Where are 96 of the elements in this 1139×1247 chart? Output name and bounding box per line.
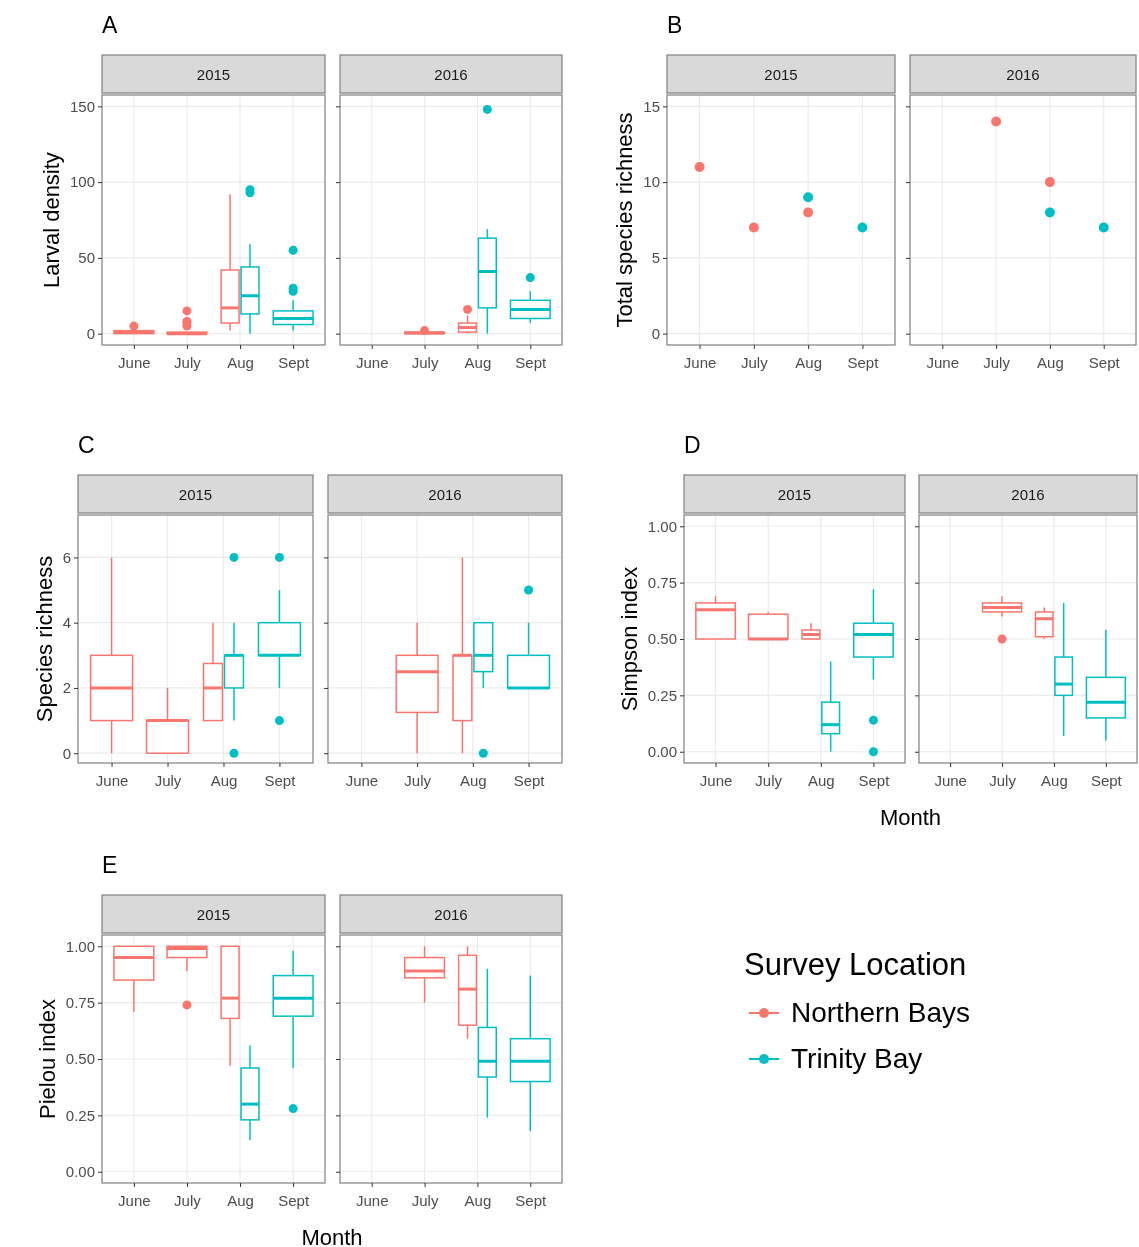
y-tick-label: 2 [62, 679, 71, 697]
x-tick-label: Aug [460, 771, 487, 789]
y-axis-title: Simpson index [616, 566, 642, 712]
x-tick-label: Sept [264, 771, 297, 789]
x-tick-label: June [926, 353, 960, 371]
chart-title: 2016 [1011, 486, 1045, 503]
point [694, 161, 705, 172]
text: C [78, 432, 95, 458]
x-tick-label: Sept [278, 1191, 310, 1209]
x-tick-label: Sept [858, 771, 891, 789]
point [857, 222, 868, 233]
y-tick-label: 0.75 [65, 993, 95, 1011]
x-tick-label: Sept [278, 353, 310, 371]
x-tick-label: July [989, 771, 1017, 789]
x-tick-label: Aug [1037, 353, 1064, 371]
x-tick-label: Sept [515, 353, 548, 371]
text: B [667, 12, 683, 38]
x-tick-label: Aug [795, 353, 822, 371]
x-tick-label: July [404, 771, 432, 789]
x-tick-label: Aug [227, 353, 254, 371]
legend-label: Trinity Bay [791, 1043, 923, 1074]
x-tick-label: Sept [513, 771, 546, 789]
x-tick-label: Aug [464, 1191, 492, 1209]
y-tick-label: 0 [651, 324, 660, 342]
chart-title: 2015 [777, 486, 812, 503]
y-axis-title: Total species richness [612, 112, 638, 328]
y-tick-label: 50 [78, 249, 95, 267]
y-tick-label: 1.00 [647, 517, 677, 535]
point [803, 192, 814, 203]
x-tick-label: Sept [1090, 771, 1123, 789]
y-tick-label: 4 [62, 613, 71, 631]
chart-title: 2016 [1006, 66, 1040, 83]
x-tick-label: Aug [807, 771, 835, 789]
x-tick-label: June [355, 353, 389, 371]
x-tick-label: July [174, 1191, 202, 1209]
text: A [102, 12, 118, 38]
x-tick-label: July [983, 353, 1011, 371]
legend-title: Survey Location [744, 947, 967, 982]
x-tick-label: Sept [515, 1191, 548, 1209]
x-tick-label: June [95, 771, 129, 789]
x-tick-label: Aug [464, 353, 492, 371]
point [1098, 222, 1109, 233]
y-tick-label: 0 [62, 744, 71, 762]
x-tick-label: June [345, 771, 379, 789]
x-tick-label: July [755, 771, 783, 789]
x-tick-label: Aug [227, 1191, 254, 1209]
y-tick-label: 10 [643, 173, 660, 191]
y-tick-label: 6 [62, 548, 71, 566]
x-tick-label: July [174, 353, 202, 371]
chart-title: 2015 [196, 906, 231, 923]
y-tick-label: 0.25 [647, 686, 677, 704]
y-tick-label: 15 [643, 97, 660, 115]
y-tick-label: 150 [69, 97, 95, 115]
x-tick-label: Sept [1088, 353, 1121, 371]
x-tick-label: June [118, 353, 151, 371]
point [991, 116, 1002, 127]
point [1044, 207, 1055, 218]
y-tick-label: 0.50 [65, 1050, 95, 1068]
x-axis-title: Month [301, 1225, 363, 1247]
text: D [684, 432, 701, 458]
x-tick-label: June [699, 771, 733, 789]
x-tick-label: Sept [847, 353, 880, 371]
point [803, 207, 814, 218]
chart-title: 2016 [428, 486, 462, 503]
x-tick-label: July [411, 1191, 439, 1209]
x-tick-label: June [355, 1191, 389, 1209]
y-axis-title: Larval density [38, 152, 64, 288]
y-tick-label: 0 [86, 324, 95, 342]
x-tick-label: July [411, 353, 439, 371]
text: E [102, 852, 118, 878]
x-tick-label: June [683, 353, 717, 371]
x-tick-label: June [934, 771, 967, 789]
x-tick-label: July [154, 771, 182, 789]
x-tick-label: July [741, 353, 769, 371]
point [748, 222, 759, 233]
y-tick-label: 1.00 [65, 937, 95, 955]
x-tick-label: Aug [1041, 771, 1068, 789]
chart-title: 2015 [178, 486, 213, 503]
y-tick-label: 0.50 [647, 630, 677, 648]
chart-title: 2015 [764, 66, 798, 83]
y-tick-label: 100 [69, 173, 95, 191]
y-tick-label: 5 [651, 249, 660, 267]
y-axis-title: Species richness [31, 555, 57, 723]
legend-label: Northern Bays [791, 997, 970, 1028]
chart-title: 2015 [196, 66, 231, 83]
chart-title: 2016 [434, 66, 468, 83]
y-tick-label: 0.75 [647, 573, 677, 591]
y-tick-label: 0.25 [65, 1106, 95, 1124]
y-tick-label: 0.00 [65, 1163, 95, 1181]
point [1044, 177, 1055, 188]
chart-title: 2016 [434, 906, 468, 923]
x-tick-label: June [118, 1191, 151, 1209]
y-tick-label: 0.00 [647, 743, 677, 761]
x-axis-title: Month [879, 805, 942, 830]
y-axis-title: Pielou index [34, 999, 60, 1119]
x-tick-label: Aug [210, 771, 238, 789]
